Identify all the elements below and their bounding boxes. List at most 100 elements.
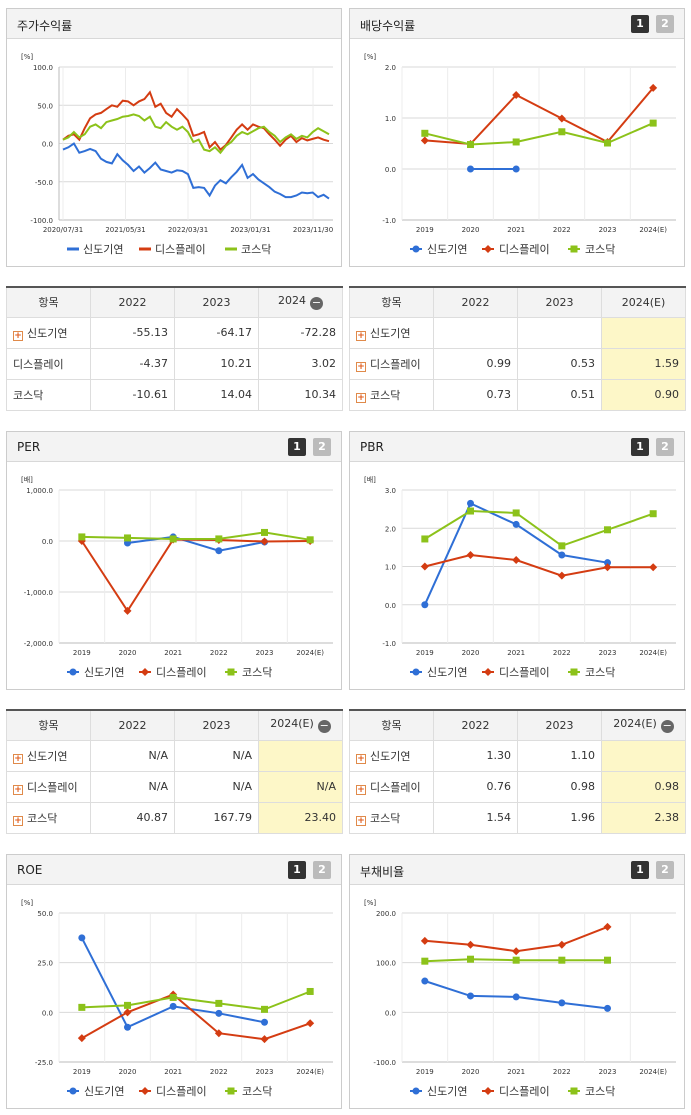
data-point [512,138,520,146]
table-header-row: 항목 2022 2023 2024(E) [349,286,686,318]
legend-label: 신도기연 [83,243,123,256]
collapse-icon[interactable]: − [317,719,331,734]
data-point [306,987,314,995]
x-tick-label: 2023 [256,649,274,657]
pbr-chart: [배] 3.0 2.0 1.0 0.0 -1.0 2019 2020 2021 2022 2023 2… [364,475,676,679]
data-point [512,520,520,528]
view-1-button[interactable]: 1 [631,15,649,33]
table-row: + 디스플레이 0.99 0.53 1.59 [349,347,686,380]
expand-icon[interactable]: + [13,753,23,764]
legend-label: 디스플레이 [499,243,550,256]
column-header: 2022 [90,709,175,741]
table-header-row: 항목 2022 2023 2024− [6,286,343,318]
legend-item: 코스닥 [568,1085,615,1098]
expand-icon[interactable]: + [356,330,366,341]
stock-return-table: 항목 2022 2023 2024− + 신도기연 -55.13 -64.17 -72.28 디스… [6,286,343,411]
column-header: 2024(E) [601,286,686,318]
table-cell [433,316,518,349]
data-point [215,999,223,1007]
series-2 [78,528,314,544]
unit-label: [배] [21,475,33,484]
y-tick-label: 0.0 [385,1009,396,1017]
data-point [512,509,520,517]
data-point [421,535,429,543]
legend-item: 코스닥 [568,666,615,679]
legend-label: 디스플레이 [156,666,207,679]
view-2-button[interactable]: 2 [656,861,674,879]
table-cell: N/A [258,770,343,803]
y-tick-label: -1.0 [382,217,396,225]
y-tick-label: 25.0 [37,960,53,968]
y-tick-label: 1,000.0 [26,487,53,495]
column-header: 2023 [174,286,259,318]
data-point [466,940,475,949]
collapse-icon[interactable]: − [660,719,674,734]
row-label: + 신도기연 [349,739,434,772]
expand-icon[interactable]: + [13,815,23,826]
panel-header: 부채비율 1 2 [350,855,684,885]
view-2-button[interactable]: 2 [656,438,674,456]
data-point [604,526,611,534]
row-label: + 코스닥 [6,801,91,834]
expand-icon[interactable]: + [356,753,366,764]
collapse-icon[interactable]: − [310,296,323,311]
view-2-button[interactable]: 2 [656,15,674,33]
y-tick-label: 1.0 [385,564,396,572]
row-label: + 코스닥 [349,801,434,834]
table-cell: 0.76 [433,770,518,803]
legend-marker [227,668,235,676]
table-cell: N/A [174,739,259,772]
data-point [604,139,611,147]
view-1-button[interactable]: 1 [631,861,649,879]
data-point [467,507,474,515]
x-tick-label: 2019 [416,649,434,657]
column-header: 2022 [90,286,175,318]
panel-dividend-yield: 배당수익률 1 2 [%] 2.0 1.0 0.0 -1.0 2019 2020 2021 20… [349,8,685,267]
table-cell [601,316,686,349]
table-header-row: 항목 2022 2023 2024(E) − [6,709,343,741]
series-2 [421,955,611,965]
expand-icon[interactable]: + [356,361,366,372]
legend-label: 신도기연 [427,666,467,679]
series-line [81,993,311,1041]
series-line [81,531,311,541]
view-2-button[interactable]: 2 [313,861,331,879]
table-cell: 1.30 [433,739,518,772]
x-tick-label: 2022 [553,649,571,657]
expand-icon[interactable]: + [13,784,23,795]
expand-icon[interactable]: + [13,330,23,341]
legend-marker [141,1087,149,1095]
y-tick-label: 2.0 [385,64,396,72]
y-tick-label: 100.0 [33,64,53,72]
data-point [558,956,566,964]
x-tick-label: 2024(E) [296,649,324,657]
x-tick-label: 2023/01/31 [230,226,270,234]
expand-icon[interactable]: + [356,815,366,826]
data-point [77,1034,86,1043]
expand-icon[interactable]: + [356,392,366,403]
legend-item: 디스플레이 [139,1085,207,1098]
column-header: 2024− [258,286,343,318]
x-tick-label: 2019 [416,1068,434,1076]
view-1-button[interactable]: 1 [631,438,649,456]
view-1-button[interactable]: 1 [288,438,306,456]
table-cell: 3.02 [258,347,343,380]
table-cell: -4.37 [90,347,175,380]
data-point [512,947,521,956]
legend-label: 코스닥 [242,1085,272,1098]
legend-item: 코스닥 [568,243,615,256]
panel-header: 주가수익률 [7,9,341,39]
data-point [558,999,566,1007]
y-tick-label: 0.0 [385,602,396,610]
panel-title: PER [17,440,41,454]
expand-icon[interactable]: + [356,784,366,795]
panel-title: 주가수익률 [17,19,73,33]
view-2-button[interactable]: 2 [313,438,331,456]
series-2 [62,113,330,155]
x-tick-label: 2021/05/31 [105,226,145,234]
view-1-button[interactable]: 1 [288,861,306,879]
unit-label: [%] [21,899,33,907]
x-tick-label: 2022 [210,1068,228,1076]
data-point [420,936,429,945]
